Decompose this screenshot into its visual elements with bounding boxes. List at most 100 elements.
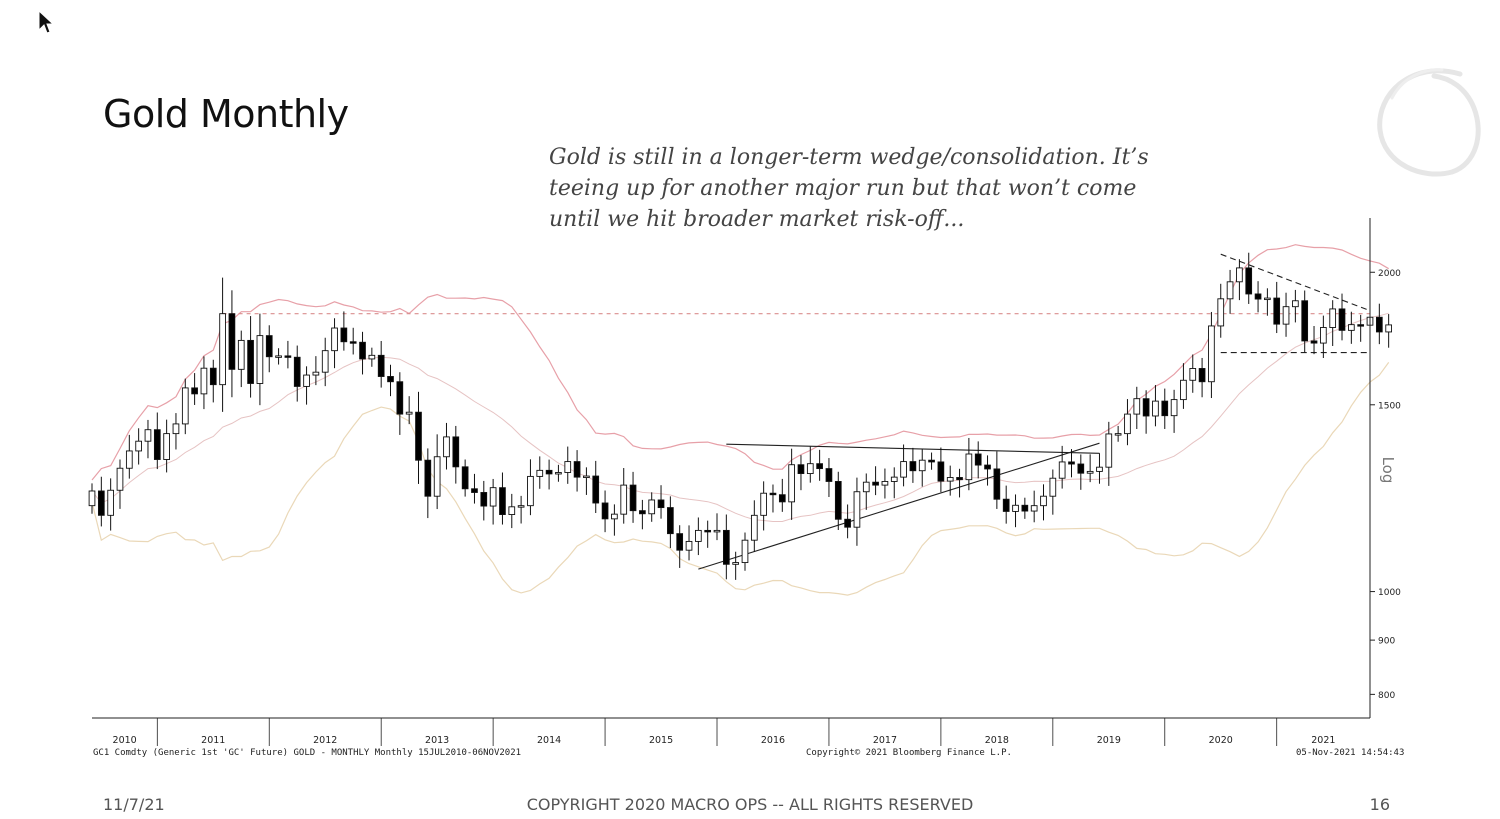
candle-body [1068,461,1075,465]
candle-body [1152,400,1159,417]
candle-body [405,411,413,415]
slide-title: Gold Monthly [103,92,349,136]
candle-body [825,468,833,482]
candle-body [937,461,945,482]
candle-body [1217,298,1225,327]
candle-body [349,341,357,344]
candle-body [172,423,180,435]
circle-logo-icon [1377,68,1481,177]
candle-body [956,477,963,481]
candle-body [1142,398,1150,417]
candle-body [1264,297,1271,301]
candle-body [275,355,282,358]
candle-body [583,475,590,479]
candle-body [153,429,161,460]
candle-body [648,499,656,515]
candle-body [396,381,404,415]
x-tick-label: 2010 [113,735,137,746]
annotation-line: Gold is still in a longer-term wedge/con… [549,145,1149,170]
candle-body [713,529,721,533]
candle-body [424,459,432,497]
footer-date: 11/7/21 [103,795,165,814]
candle-body [1170,399,1178,417]
candle-body [1273,297,1281,325]
candle-body [1124,413,1131,435]
candle-body [228,313,236,370]
annotation-line: until we hit broader market risk-off... [549,207,965,232]
candle-body [144,429,152,442]
x-tick-label: 2013 [425,735,449,746]
candle-body [788,464,795,503]
candle-body [909,461,917,472]
candle-body [247,339,254,384]
candle-body [750,514,758,541]
candle-body [331,327,338,352]
candle-body [517,505,525,508]
candle-body [1189,368,1197,381]
candle-body [461,466,469,490]
candle-body [415,411,422,461]
x-tick-label: 2019 [1097,735,1121,746]
bloomberg-security-label: GC1 Comdty (Generic 1st 'GC' Future) GOL… [93,748,522,758]
mouse-cursor-icon [38,10,54,34]
candle-body [592,475,600,504]
candle-body [732,562,740,565]
candle-body [816,463,823,470]
candle-body [676,533,684,551]
candle-body [107,489,114,516]
candle-body [312,371,320,376]
candle-body [1133,398,1141,415]
candle-body [872,481,879,486]
x-tick-label: 2021 [1311,735,1335,746]
candle-body [1348,324,1355,331]
candle-body [359,341,366,360]
candle-body [1292,300,1299,308]
candle-body [125,450,133,469]
candle-body [368,354,376,360]
candle-body [499,487,506,515]
candle-body [918,459,926,472]
x-tick-label: 2020 [1209,735,1233,746]
candle-body [1357,324,1365,327]
candle-body [760,492,767,516]
candle-body [881,481,889,486]
candle-body [433,456,441,497]
candle-body [1198,368,1206,383]
candle-body [1040,495,1047,507]
candle-body [237,339,245,370]
candle-body [657,499,665,509]
candle-body [1208,325,1215,383]
candle-body [685,540,693,551]
candle-body [508,506,516,515]
candle-body [536,469,544,477]
candle-body [564,461,572,473]
y-tick-label: 900 [1378,637,1395,647]
candle-body [340,327,348,343]
candle-body [191,387,198,395]
candle-body [993,468,1001,500]
candle-body [769,492,777,496]
candle-body [1180,379,1187,401]
candle-body [1375,316,1383,333]
candle-body [303,374,310,387]
candle-body [834,481,842,520]
lower-band-line [91,362,1390,596]
candle-body [219,313,226,386]
candle-body [573,461,581,478]
candle-body [1049,477,1057,497]
candlestick-series [88,252,1392,580]
x-tick-label: 2017 [873,735,897,746]
candle-body [620,484,628,515]
candle-body [377,354,385,377]
candle-body [1161,400,1169,417]
candle-body [890,476,898,482]
candle-body [480,492,488,507]
y-tick-label: 2000 [1378,269,1401,279]
middle-band-line [91,312,1389,522]
candle-body [1226,281,1234,300]
candle-body [797,464,805,475]
candle-body [704,529,712,533]
candle-body [695,529,702,542]
candle-body [452,436,460,468]
candle-body [555,472,562,475]
